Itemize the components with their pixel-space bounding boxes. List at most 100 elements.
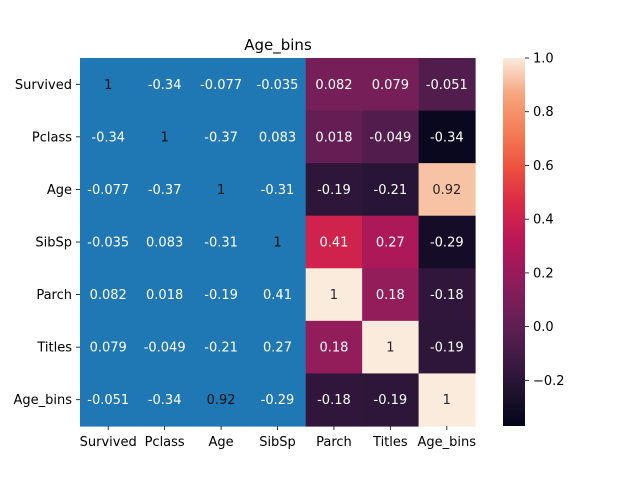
- heatmap-cell: [192, 373, 250, 427]
- heatmap-cell: [362, 215, 420, 269]
- cell-value-label: 0.18: [319, 341, 348, 356]
- colorbar-tick-labels: 1.0 0.8 0.6 0.4 0.2 0.0 −0.2: [525, 52, 565, 389]
- heatmap-cell: [136, 110, 194, 164]
- y-tick-label: Age: [47, 183, 72, 198]
- colorbar-tick-label: 0.0: [533, 320, 554, 335]
- cell-value-label: -0.37: [204, 130, 238, 145]
- heatmap-cell: [80, 215, 138, 269]
- cell-value-label: 1: [273, 236, 281, 251]
- cell-value-label: 1: [386, 341, 394, 356]
- x-tick-label: SibSp: [259, 435, 296, 450]
- heatmap-cell: [305, 163, 363, 217]
- heatmap-cell: [80, 320, 138, 375]
- x-tick-label: Pclass: [145, 435, 185, 450]
- colorbar-gradient: [503, 58, 525, 426]
- cell-value-label: 0.083: [259, 130, 296, 145]
- cell-value-label: 0.082: [315, 78, 352, 93]
- cell-value-label: -0.34: [430, 130, 464, 145]
- heatmap-cell: [249, 58, 307, 112]
- cell-value-label: 0.079: [372, 78, 409, 93]
- heatmap-cell: [362, 373, 420, 427]
- heatmap-cell: [418, 320, 476, 375]
- cell-value-label: 0.018: [146, 288, 183, 303]
- heatmap-cell: [136, 58, 194, 112]
- cell-value-label: -0.21: [374, 183, 408, 198]
- cell-value-label: 0.27: [263, 341, 292, 356]
- cell-value-label: 1: [330, 288, 338, 303]
- cell-value-label: -0.035: [87, 236, 129, 251]
- cell-value-label: 0.92: [207, 393, 236, 408]
- cell-value-label: 0.18: [376, 288, 405, 303]
- colorbar-tick-label: 1.0: [533, 52, 554, 67]
- x-tick-label: Parch: [316, 435, 352, 450]
- cell-value-label: -0.077: [87, 183, 129, 198]
- heatmap-cell: [418, 163, 476, 217]
- heatmap-cell: [136, 163, 194, 217]
- cell-value-label: -0.049: [144, 341, 186, 356]
- cell-value-label: -0.21: [204, 341, 238, 356]
- colorbar-tick-label: 0.8: [533, 105, 554, 120]
- cell-value-label: -0.035: [257, 78, 299, 93]
- heatmap-cell: [249, 110, 307, 164]
- cell-value-label: 0.41: [263, 288, 292, 303]
- x-tick-label: Titles: [372, 435, 408, 450]
- cell-value-label: -0.34: [91, 130, 125, 145]
- cell-value-label: -0.19: [374, 393, 408, 408]
- cell-value-label: -0.19: [204, 288, 238, 303]
- cell-value-label: 0.41: [319, 236, 348, 251]
- heatmap-cell: [80, 163, 138, 217]
- cell-value-label: -0.37: [148, 183, 182, 198]
- cell-value-label: 1: [161, 130, 169, 145]
- heatmap-cell: [249, 215, 307, 269]
- heatmap-cell: [192, 163, 250, 217]
- heatmap-cell: [136, 320, 194, 375]
- x-tick-label: Survived: [80, 435, 137, 450]
- heatmap-cell: [305, 215, 363, 269]
- cell-value-label: 1: [217, 183, 225, 198]
- colorbar-tick-label: 0.4: [533, 213, 554, 228]
- colorbar-tick-label: 0.6: [533, 159, 554, 174]
- cell-value-label: 0.92: [432, 183, 461, 198]
- cell-value-label: -0.051: [87, 393, 129, 408]
- heatmap-cell: [362, 58, 420, 112]
- heatmap-cell: [362, 110, 420, 164]
- heatmap-cell: [249, 268, 307, 322]
- heatmap-cell: [362, 268, 420, 322]
- colorbar-tick-label: 0.2: [533, 266, 554, 281]
- cell-value-label: 0.083: [146, 236, 183, 251]
- heatmap-cell: [249, 320, 307, 375]
- cell-value-label: 0.018: [315, 130, 352, 145]
- cell-value-label: -0.077: [200, 78, 242, 93]
- y-tick-label: Age_bins: [13, 393, 72, 408]
- y-tick-label: Titles: [36, 341, 72, 356]
- cell-value-label: -0.31: [204, 236, 238, 251]
- cell-value-label: -0.29: [261, 393, 295, 408]
- cell-value-label: -0.29: [430, 236, 464, 251]
- heatmap-cell: [192, 58, 250, 112]
- x-axis-tick-labels: Survived Pclass Age SibSp Parch Titles Age_bin…: [80, 425, 477, 450]
- cell-value-label: 0.27: [376, 236, 405, 251]
- cell-value-label: -0.049: [369, 130, 411, 145]
- heatmap-cell: [80, 110, 138, 164]
- cell-value-label: -0.31: [261, 183, 295, 198]
- x-tick-label: Age_bins: [418, 435, 477, 450]
- heatmap-cell-labels: 1 -0.34 -0.077 -0.035 0.082 0.079 -0.051 -0.34 1…: [87, 78, 467, 408]
- heatmap-cell: [136, 215, 194, 269]
- heatmap-cell: [305, 320, 363, 375]
- heatmap-cell: [362, 163, 420, 217]
- heatmap-cell: [192, 215, 250, 269]
- heatmap-cell: [418, 268, 476, 322]
- cell-value-label: -0.18: [430, 288, 464, 303]
- cell-value-label: -0.34: [148, 78, 182, 93]
- cell-value-label: 1: [104, 78, 112, 93]
- heatmap-cells: [80, 58, 476, 427]
- cell-value-label: 1: [443, 393, 451, 408]
- heatmap-cell: [418, 58, 476, 112]
- cell-value-label: -0.34: [148, 393, 182, 408]
- heatmap-cell: [418, 373, 476, 427]
- heatmap-cell: [418, 110, 476, 164]
- colorbar-tick-label: −0.2: [533, 374, 565, 389]
- cell-value-label: 0.082: [90, 288, 127, 303]
- heatmap-cell: [192, 110, 250, 164]
- y-tick-label: SibSp: [35, 235, 72, 250]
